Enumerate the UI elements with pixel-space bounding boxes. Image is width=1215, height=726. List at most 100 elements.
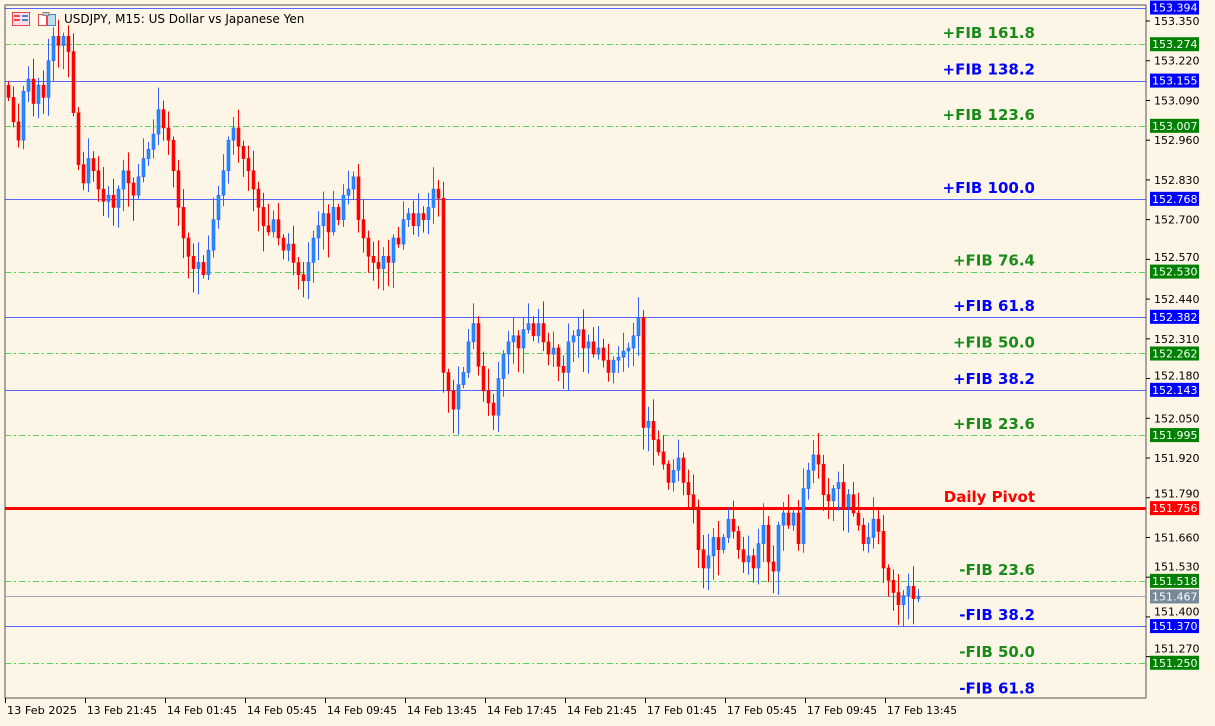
candle [896, 574, 901, 625]
candle-body [696, 506, 701, 550]
candle [336, 203, 341, 226]
candle-body [726, 518, 731, 538]
candle [796, 500, 801, 551]
candle [101, 167, 106, 216]
x-tick-label: 14 Feb 05:45 [247, 704, 317, 717]
x-tick-label: 14 Feb 17:45 [487, 704, 557, 717]
candle [911, 566, 916, 625]
candle-body [721, 537, 726, 550]
candle-body [641, 317, 646, 428]
y-tick-label: 152.180 [1154, 369, 1200, 382]
candle [736, 525, 741, 559]
candle-body [831, 488, 836, 502]
candle-body [31, 78, 36, 104]
candle [676, 439, 681, 482]
y-tick-label: 153.090 [1154, 94, 1200, 107]
price-badge-label: 152.262 [1152, 347, 1198, 360]
candle-body [841, 482, 846, 508]
candle [491, 393, 496, 430]
price-badge-label: 151.467 [1152, 590, 1198, 603]
candle [66, 25, 71, 78]
candle-body [226, 139, 231, 172]
candle [786, 494, 791, 529]
candle-body [511, 335, 516, 343]
candle-body [736, 531, 741, 550]
candle [171, 136, 176, 188]
candle [721, 533, 726, 554]
candle-body [611, 359, 616, 373]
candle-body [241, 145, 246, 159]
candle-body [731, 518, 736, 532]
candle [836, 471, 841, 511]
candle-body [576, 329, 581, 337]
candle [461, 366, 466, 389]
candle [481, 351, 486, 402]
candle [436, 179, 441, 217]
candle [386, 239, 391, 287]
candle-body [341, 194, 346, 220]
candle [271, 210, 276, 238]
candle-body [176, 170, 181, 208]
candle [211, 197, 216, 258]
candle-body [371, 256, 376, 263]
candle-body [276, 219, 281, 239]
candle [316, 211, 321, 260]
fib-level-label: +FIB 38.2 [953, 370, 1035, 388]
price-badge [1150, 191, 1199, 206]
candle-body [171, 139, 176, 172]
candle-body [116, 188, 121, 208]
candle [261, 192, 266, 252]
candle [731, 500, 736, 539]
candle [596, 325, 601, 360]
candle-body [746, 555, 751, 563]
chart-window-icon[interactable] [38, 11, 56, 26]
candle [696, 499, 701, 569]
candle [286, 233, 291, 262]
candle-body [866, 537, 871, 544]
price-badge [1150, 346, 1199, 361]
candle [191, 243, 196, 293]
candle-body [21, 90, 26, 141]
candle [781, 502, 786, 551]
candle-body [686, 482, 691, 495]
candle [816, 432, 821, 479]
candle-body [771, 561, 776, 572]
candle [111, 178, 116, 226]
candle-body [41, 84, 46, 98]
plot-area [4, 4, 1147, 699]
x-tick-label: 17 Feb 09:45 [807, 704, 877, 717]
candle-body [751, 555, 756, 569]
candle [371, 241, 376, 281]
candle [806, 462, 811, 500]
candle [916, 589, 921, 603]
candle [311, 230, 316, 283]
plot-layer [5, 8, 1146, 664]
candle [351, 171, 356, 201]
candle [301, 261, 306, 298]
candle [361, 199, 366, 253]
y-tick-label: 153.220 [1154, 55, 1200, 68]
candle-body [321, 213, 326, 227]
candle [826, 478, 831, 520]
candle-body [596, 347, 601, 355]
candle [901, 590, 906, 627]
one-click-trading-icon[interactable] [12, 11, 30, 26]
candle [866, 522, 871, 553]
candle [546, 332, 551, 366]
candle [641, 310, 646, 450]
candle [751, 548, 756, 583]
candle-body [436, 188, 441, 199]
candle-body [366, 237, 371, 257]
x-tick-label: 14 Feb 09:45 [327, 704, 397, 717]
fib-level-label: +FIB 61.8 [953, 297, 1035, 315]
y-tick-label: 151.400 [1154, 606, 1200, 619]
candle [396, 226, 401, 248]
candle [626, 342, 631, 368]
candle-body [266, 225, 271, 233]
candle [846, 489, 851, 533]
candle [276, 203, 281, 246]
candle [651, 399, 656, 466]
candle-body [446, 372, 451, 392]
candle [281, 234, 286, 260]
